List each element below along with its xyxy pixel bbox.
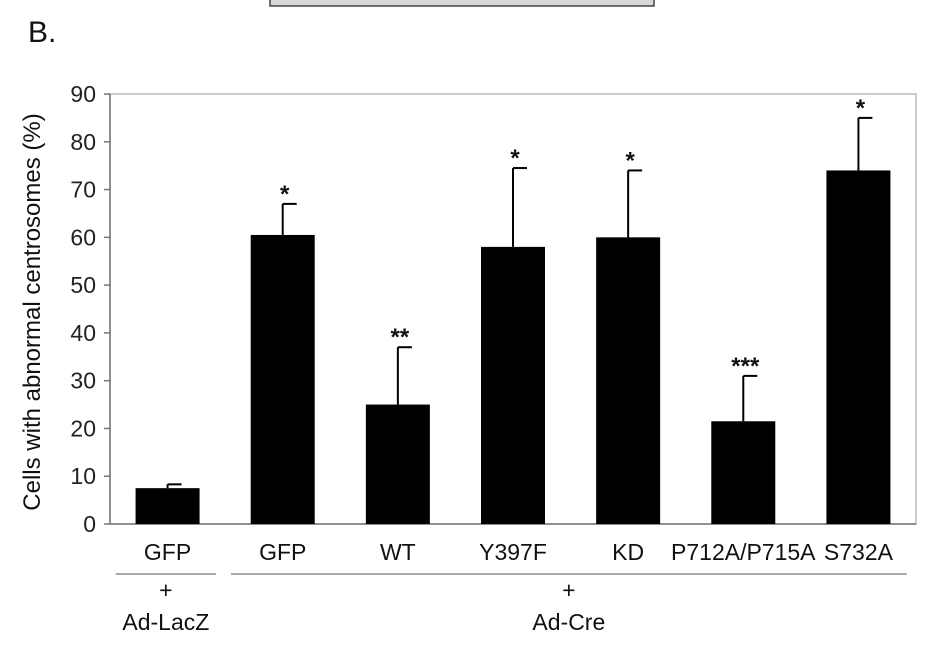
bar — [596, 237, 661, 525]
category-labels: GFP GFP WT Y397F KD P712A/P715A S732A — [144, 539, 894, 565]
y-ticks: 0 10 20 30 40 50 60 70 80 90 — [70, 81, 110, 537]
significance-label: * — [856, 95, 866, 122]
group-plus-sign: + — [562, 577, 575, 603]
significance-label: * — [625, 147, 635, 174]
y-tick-label: 20 — [70, 415, 96, 441]
bar — [711, 421, 776, 524]
y-tick-label: 40 — [70, 320, 96, 346]
category-label: GFP — [144, 539, 191, 565]
significance-label: * — [510, 145, 520, 172]
bar — [481, 246, 545, 524]
bar — [826, 170, 891, 524]
group-label: Ad-Cre — [532, 609, 605, 635]
y-tick-label: 0 — [83, 511, 96, 537]
y-tick-label: 10 — [70, 463, 96, 489]
y-tick-label: 90 — [70, 81, 96, 107]
category-label: Y397F — [479, 539, 547, 565]
significance-label: ** — [391, 324, 410, 351]
bar — [250, 234, 315, 524]
y-tick-label: 70 — [70, 177, 96, 203]
bars: **** ***** — [135, 95, 891, 525]
category-label: GFP — [259, 539, 306, 565]
y-tick-label: 50 — [70, 272, 96, 298]
group-plus-sign: + — [159, 577, 172, 603]
significance-label: *** — [731, 353, 760, 380]
category-label: P712A/P715A — [671, 539, 816, 565]
group-label: Ad-LacZ — [122, 609, 209, 635]
significance-label: * — [280, 181, 290, 208]
bar — [135, 488, 200, 524]
y-axis-label: Cells with abnormal centrosomes (%) — [19, 113, 46, 510]
cropped-image-edge — [269, 0, 655, 7]
y-tick-label: 60 — [70, 224, 96, 250]
bar — [365, 404, 430, 524]
y-tick-label: 80 — [70, 129, 96, 155]
group-labels: + Ad-LacZ + Ad-Cre — [115, 573, 907, 635]
category-label: KD — [612, 539, 644, 565]
y-tick-label: 30 — [70, 368, 96, 394]
panel-label: B. — [28, 16, 56, 49]
category-label: WT — [380, 539, 416, 565]
category-label: S732A — [824, 539, 894, 565]
